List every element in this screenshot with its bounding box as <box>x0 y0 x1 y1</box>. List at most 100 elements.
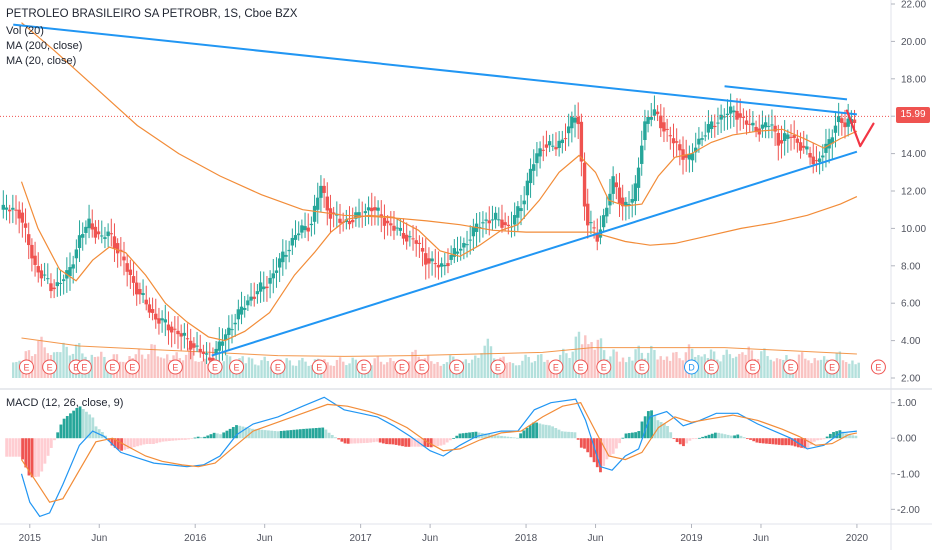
earnings-letter: E <box>553 363 559 373</box>
candle-body <box>414 240 418 244</box>
earnings-marker: E <box>490 359 506 375</box>
candle-body <box>776 132 781 146</box>
volume-bar <box>810 363 813 378</box>
candle-body <box>312 205 317 222</box>
candle-body <box>471 226 476 237</box>
macd-histogram-bar <box>812 438 816 442</box>
volume-bar <box>505 362 508 378</box>
volume-bar <box>593 349 596 378</box>
candle-body <box>630 199 634 203</box>
macd-histogram-bar <box>174 438 178 441</box>
volume-bar <box>386 362 389 378</box>
earnings-circle <box>394 359 410 375</box>
macd-histogram-bar <box>493 434 497 439</box>
volume-bar <box>819 359 823 378</box>
overlays <box>0 22 891 357</box>
macd-histogram-bar <box>685 438 689 444</box>
earnings-marker: E <box>548 359 564 375</box>
volume-bar <box>662 359 666 378</box>
volume-bar <box>511 363 515 378</box>
candle-body <box>58 282 63 284</box>
candle-body <box>732 110 736 113</box>
candle-body <box>770 124 774 126</box>
volume-bar <box>678 358 681 378</box>
candle-body <box>322 185 326 193</box>
candle-body <box>652 109 657 116</box>
macd-histogram-bar <box>675 438 679 443</box>
macd-histogram-bar <box>17 438 21 457</box>
time-tick-label: 2016 <box>184 533 207 544</box>
volume-ma-line <box>21 337 857 357</box>
legend-ma-20[interactable]: MA (20, close) <box>6 55 77 67</box>
volume-bar <box>656 359 659 378</box>
volume-bar <box>734 356 738 378</box>
macd-histogram-bar <box>314 428 318 439</box>
volume-bar <box>618 361 622 378</box>
candle-body <box>265 286 269 289</box>
macd-histogram-bar <box>624 433 628 439</box>
volume-bar <box>257 365 260 378</box>
volume-bar <box>181 360 185 378</box>
macd-histogram-bar <box>273 430 277 439</box>
candle-body <box>150 309 155 313</box>
volume-bar <box>530 362 534 378</box>
macd-histogram-bar <box>69 413 72 439</box>
earnings-marker: E <box>634 359 650 375</box>
volume-bar <box>590 342 593 378</box>
price-tick-label: 10.00 <box>901 224 926 235</box>
candle-body <box>262 286 266 290</box>
candle-body <box>563 138 568 140</box>
candle-body <box>84 226 88 233</box>
volume-bar <box>584 335 587 378</box>
legend-volume[interactable]: Vol (20) <box>6 25 44 37</box>
macd-histogram-bar <box>196 436 200 439</box>
macd-histogram-bar <box>487 434 491 439</box>
earnings-circle <box>76 359 92 375</box>
macd-histogram-bar <box>413 438 417 447</box>
candle-body <box>268 277 272 284</box>
macd-histogram-bar <box>24 438 28 468</box>
macd-histogram-bar <box>745 438 749 440</box>
volume-bar <box>568 358 571 378</box>
macd-histogram-bar <box>733 435 736 439</box>
macd-histogram-bar <box>30 438 34 478</box>
macd-histogram-bar <box>669 432 673 439</box>
legend-ma-200[interactable]: MA (200, close) <box>6 40 83 52</box>
candle-body <box>713 125 717 128</box>
macd-histogram-bar <box>838 430 842 439</box>
macd-histogram-bar <box>129 438 133 449</box>
earnings-letter: E <box>361 363 367 373</box>
earnings-circle <box>104 359 120 375</box>
macd-histogram-bar <box>758 438 762 444</box>
legend-macd[interactable]: MACD (12, 26, close, 9) <box>6 397 124 409</box>
candle-body <box>14 209 18 211</box>
macd-histogram-bar <box>401 438 404 447</box>
macd-histogram-bar <box>634 432 637 439</box>
volume-bar <box>150 344 153 378</box>
candle-body <box>227 327 231 336</box>
volume-bar <box>191 351 194 378</box>
macd-histogram-bar <box>784 438 788 446</box>
earnings-circle <box>229 359 245 375</box>
candle-body <box>382 217 387 226</box>
last-price-tag: 15.99 <box>896 107 930 123</box>
earnings-letter: E <box>47 363 53 373</box>
volume-bar <box>225 354 229 378</box>
macd-histogram-bar <box>292 429 296 439</box>
time-tick-label: 2017 <box>350 533 373 544</box>
macd-histogram-bar <box>752 438 756 442</box>
earnings-marker: E <box>745 359 761 375</box>
candle-body <box>366 207 371 211</box>
candle-body <box>665 128 669 130</box>
candle-body <box>243 307 247 310</box>
candle-body <box>614 182 619 188</box>
earnings-circle <box>124 359 140 375</box>
macd-histogram-bar <box>602 438 606 466</box>
earnings-letter: E <box>212 363 218 373</box>
volume-bar <box>373 358 376 378</box>
volume-bar <box>247 357 251 378</box>
candle-body <box>274 270 279 273</box>
earnings-marker: E <box>824 359 840 375</box>
candle-body <box>331 212 336 214</box>
